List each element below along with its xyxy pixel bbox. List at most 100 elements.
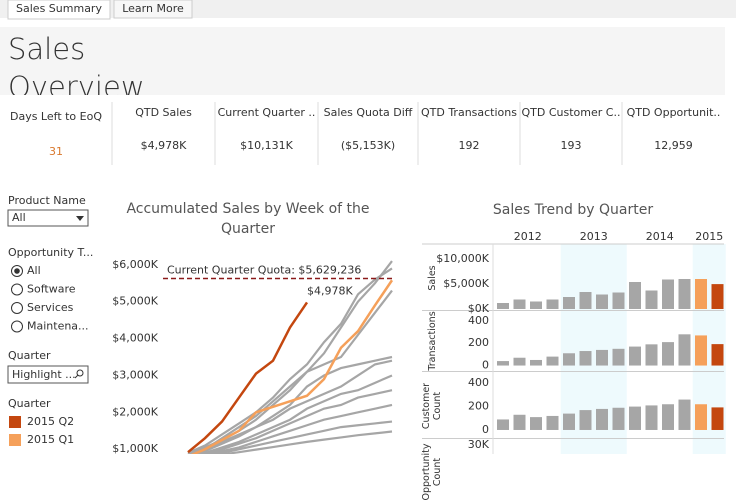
radio-label[interactable]: All <box>27 264 41 277</box>
kpi-label: Current Quarter .. <box>218 106 316 119</box>
y-tick-label: 200 <box>468 336 489 349</box>
bar <box>645 290 658 309</box>
kpi-label: QTD Transactions <box>421 106 517 119</box>
series-line <box>207 420 393 454</box>
bar <box>563 297 575 309</box>
kpi-value: 192 <box>459 139 480 152</box>
radio-label[interactable]: Software <box>27 283 76 296</box>
bar <box>513 299 526 309</box>
legend-swatch <box>9 434 21 446</box>
y-tick-label: $2,000K <box>112 405 158 418</box>
year-label: 2012 <box>514 230 542 243</box>
dropdown-value[interactable]: All <box>12 211 26 224</box>
kpi-label: QTD Opportunit.. <box>627 106 721 119</box>
search-icon <box>76 369 84 377</box>
filter-label: Product Name <box>8 194 86 207</box>
y-tick-label: $10,000K <box>436 252 489 265</box>
kpi-value: 193 <box>561 139 582 152</box>
series-line <box>198 389 393 454</box>
kpi-value: $10,131K <box>240 139 293 152</box>
bar <box>645 344 658 366</box>
series-line <box>203 403 393 454</box>
bar <box>563 413 575 430</box>
bar <box>513 357 526 366</box>
panel-label: Customer Count <box>421 382 443 430</box>
bar <box>645 405 658 430</box>
y-tick-label: $4,000K <box>112 332 158 345</box>
y-tick-label: $5,000K <box>112 295 158 308</box>
year-label: 2014 <box>646 230 674 243</box>
legend-label: 2015 Q1 <box>27 433 74 446</box>
legend-title: Quarter <box>8 397 51 410</box>
kpi-value: $4,978K <box>141 139 187 152</box>
series-line <box>187 359 393 454</box>
y-tick-label: 0 <box>482 359 489 372</box>
dropdown[interactable] <box>7 209 89 227</box>
radio[interactable] <box>11 320 23 333</box>
series-line <box>187 267 393 454</box>
kpi-label: QTD Customer C.. <box>522 106 621 119</box>
kpi-label: Days Left to EoQ <box>10 110 102 123</box>
bar <box>695 404 707 430</box>
y-tick-label: $6,000K <box>112 258 158 271</box>
radio-label[interactable]: Services <box>27 301 74 314</box>
radio[interactable] <box>11 283 23 296</box>
panel-label: Transactions <box>426 311 438 371</box>
page-title: Sales Overview <box>8 32 145 95</box>
chart-title: Accumulated Sales by Week of the Quarter <box>126 201 370 237</box>
bar <box>596 294 608 309</box>
y-tick-label: $1,000K <box>112 442 158 454</box>
year-label: 2013 <box>580 230 608 243</box>
bar <box>546 356 559 366</box>
search-placeholder[interactable]: Highlight ... <box>12 368 76 381</box>
bar <box>513 414 526 430</box>
series-line <box>190 279 394 454</box>
bar <box>530 301 542 309</box>
bar <box>662 404 674 430</box>
y-tick-label: 0 <box>482 423 489 436</box>
tab-active[interactable] <box>7 0 111 20</box>
bar <box>579 351 592 366</box>
kpi-value: 12,959 <box>654 139 693 152</box>
tab[interactable]: Learn More <box>122 2 184 15</box>
radio-dot <box>14 268 20 274</box>
radio[interactable] <box>11 302 23 314</box>
series-line <box>192 355 393 454</box>
y-tick-label: $5,000K <box>443 277 489 290</box>
series-line <box>187 301 309 454</box>
bar <box>629 346 641 366</box>
tab-inactive[interactable] <box>113 0 193 19</box>
y-tick-label: $0K <box>468 302 490 315</box>
tab[interactable]: Sales Summary <box>16 2 102 15</box>
kpi-value: 31 <box>49 145 63 158</box>
annotation: $4,978K <box>307 284 353 297</box>
panel-label: Sales <box>426 265 438 291</box>
quota-label: Current Quarter Quota: $5,629,236 <box>167 263 361 276</box>
series-line <box>194 374 393 454</box>
kpi-value: ($5,153K) <box>341 139 395 152</box>
bar <box>678 399 691 430</box>
filter-label: Opportunity T... <box>8 246 93 259</box>
y-tick-label: 400 <box>468 376 489 389</box>
y-tick-label: $3,000K <box>112 368 158 381</box>
bar <box>530 359 542 366</box>
title-area <box>0 27 725 95</box>
dropdown-arrow[interactable] <box>76 216 84 221</box>
bar <box>612 348 625 366</box>
bar <box>629 282 641 309</box>
radio-label[interactable]: Maintena... <box>27 320 89 333</box>
bar <box>629 406 641 430</box>
bar <box>546 415 559 430</box>
bar <box>579 410 592 430</box>
series-line <box>216 430 393 454</box>
bar <box>596 349 608 366</box>
search-box[interactable] <box>7 365 89 384</box>
y-tick-label: 200 <box>468 400 489 413</box>
kpi-label: Sales Quota Diff <box>324 106 413 119</box>
bar <box>563 353 575 366</box>
year-label: 2015 <box>695 230 723 243</box>
bar <box>596 408 608 430</box>
bar <box>497 303 509 309</box>
panel-label: Opportunity Count <box>421 443 443 501</box>
bar <box>662 342 674 366</box>
